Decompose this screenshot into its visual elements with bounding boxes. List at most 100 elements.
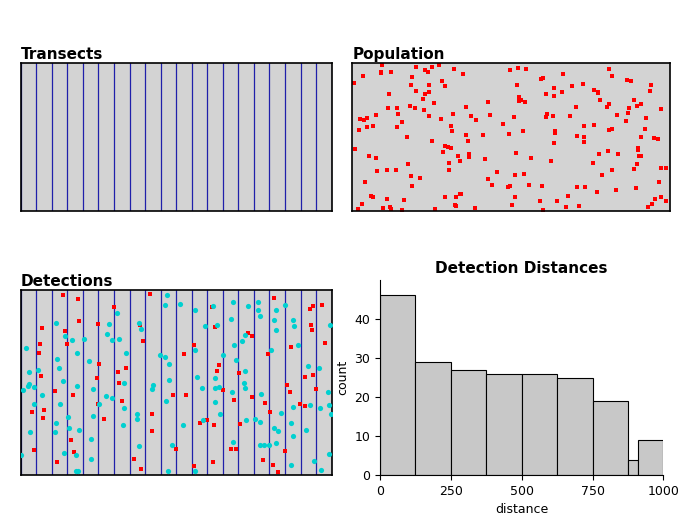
Point (50, 419, 61, 428)
Point (206, 303, 217, 311)
Point (209, 383, 220, 392)
Point (268, 294, 279, 303)
Point (405, 102, 416, 110)
Point (470, 203, 481, 212)
Point (325, 410, 336, 418)
Point (361, 114, 372, 122)
Point (357, 200, 368, 208)
Point (435, 115, 446, 123)
Point (439, 193, 451, 202)
Point (253, 298, 264, 306)
Point (436, 77, 447, 86)
Point (266, 346, 277, 355)
Point (299, 401, 310, 410)
Point (135, 465, 146, 473)
Point (86, 455, 97, 464)
Point (549, 128, 560, 137)
Point (209, 420, 220, 429)
Point (353, 126, 364, 134)
Point (265, 408, 276, 416)
Point (70, 467, 82, 476)
Point (252, 305, 263, 314)
Point (579, 138, 590, 147)
Point (61, 340, 73, 348)
Point (447, 127, 458, 136)
Point (460, 130, 471, 139)
Point (209, 323, 220, 332)
Point (401, 133, 412, 141)
Point (419, 89, 430, 98)
Point (247, 331, 258, 340)
Point (589, 120, 600, 129)
Point (621, 76, 632, 84)
Bar (628, 459, 638, 475)
Point (192, 373, 203, 382)
Point (233, 369, 244, 377)
Point (135, 325, 146, 333)
Point (349, 79, 360, 87)
Point (86, 435, 97, 444)
Point (523, 181, 534, 189)
Point (635, 100, 646, 108)
Point (258, 441, 269, 450)
Point (91, 374, 102, 382)
Point (643, 203, 654, 212)
Point (17, 386, 28, 394)
Point (214, 361, 225, 370)
Point (179, 350, 190, 358)
Point (155, 351, 166, 359)
Point (390, 165, 401, 174)
Point (116, 397, 127, 406)
Point (94, 360, 105, 368)
Point (209, 374, 220, 383)
Point (279, 300, 290, 309)
Point (444, 165, 455, 174)
Point (636, 152, 647, 161)
Point (299, 373, 310, 382)
Point (622, 109, 633, 117)
Point (392, 104, 403, 112)
Point (314, 404, 325, 412)
Point (98, 414, 109, 423)
Point (167, 390, 178, 399)
Point (238, 379, 249, 387)
Point (423, 80, 434, 89)
Point (589, 86, 600, 94)
Point (58, 449, 69, 457)
Point (536, 75, 547, 83)
Point (510, 193, 521, 202)
Point (515, 96, 527, 105)
Point (419, 106, 430, 115)
Point (93, 400, 104, 408)
Point (286, 460, 297, 469)
Point (308, 456, 319, 465)
Point (594, 150, 605, 158)
Point (63, 423, 74, 432)
Point (113, 368, 124, 376)
Point (370, 111, 381, 119)
Point (254, 312, 265, 320)
Point (133, 318, 144, 327)
Point (592, 87, 603, 96)
Point (655, 164, 666, 172)
Point (160, 397, 171, 405)
Point (626, 77, 637, 86)
Point (49, 386, 60, 395)
Point (118, 404, 129, 412)
Point (59, 327, 70, 335)
Point (231, 445, 242, 453)
Point (633, 152, 644, 161)
Point (649, 194, 660, 203)
Point (146, 385, 158, 393)
Point (570, 103, 581, 111)
Point (429, 98, 440, 107)
Point (645, 81, 656, 90)
Point (557, 88, 568, 97)
Point (632, 144, 643, 152)
Point (361, 122, 372, 131)
Y-axis label: count: count (336, 360, 349, 395)
Point (133, 442, 144, 450)
Point (512, 80, 523, 89)
Point (538, 206, 549, 215)
Point (426, 63, 437, 71)
